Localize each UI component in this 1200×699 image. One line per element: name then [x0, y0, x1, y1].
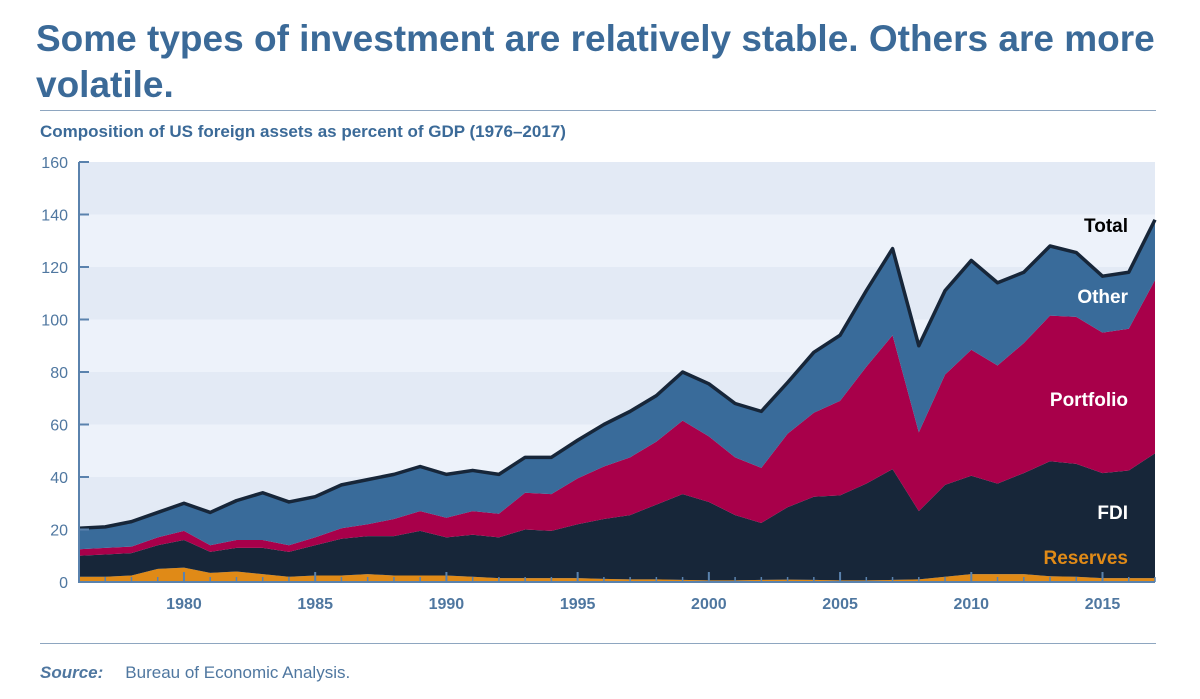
source-label: Source: [40, 663, 104, 682]
page-title: Some types of investment are relatively … [36, 18, 1155, 105]
source-text: Bureau of Economic Analysis. [125, 663, 351, 682]
y-tick-label: 140 [41, 208, 68, 225]
chart-subtitle: Composition of US foreign assets as perc… [40, 122, 566, 141]
reserves-label: Reserves [1043, 548, 1128, 569]
x-tick-label: 2010 [953, 596, 989, 613]
total-label: Total [1084, 216, 1128, 237]
y-tick-label: 80 [50, 365, 68, 382]
x-tick-label: 2005 [822, 596, 858, 613]
y-tick-label: 120 [41, 260, 68, 277]
other-label: Other [1077, 287, 1128, 308]
fdi-label: FDI [1097, 503, 1128, 524]
top-divider [40, 110, 1156, 111]
bottom-divider [40, 643, 1156, 644]
portfolio-area [79, 280, 1155, 556]
x-tick-label: 1995 [560, 596, 596, 613]
y-tick-label: 160 [41, 155, 68, 172]
y-tick-label: 40 [50, 470, 68, 487]
reserves-area [79, 567, 1155, 582]
x-tick-label: 1990 [429, 596, 465, 613]
x-tick-label: 1980 [166, 596, 202, 613]
x-tick-label: 2000 [691, 596, 727, 613]
total-line [78, 218, 1157, 530]
y-tick-label: 60 [50, 418, 68, 435]
y-tick-label: 100 [41, 313, 68, 330]
x-tick-label: 2015 [1085, 596, 1121, 613]
grid-band [79, 162, 1155, 215]
portfolio-label: Portfolio [1050, 390, 1128, 411]
y-tick-label: 20 [50, 523, 68, 540]
x-tick-label: 1985 [297, 596, 333, 613]
y-tick-label: 0 [59, 575, 68, 592]
grid-band [79, 214, 1155, 267]
source-note: Source: Bureau of Economic Analysis. [40, 663, 350, 683]
fdi-area [79, 453, 1155, 581]
other-area [79, 219, 1155, 550]
